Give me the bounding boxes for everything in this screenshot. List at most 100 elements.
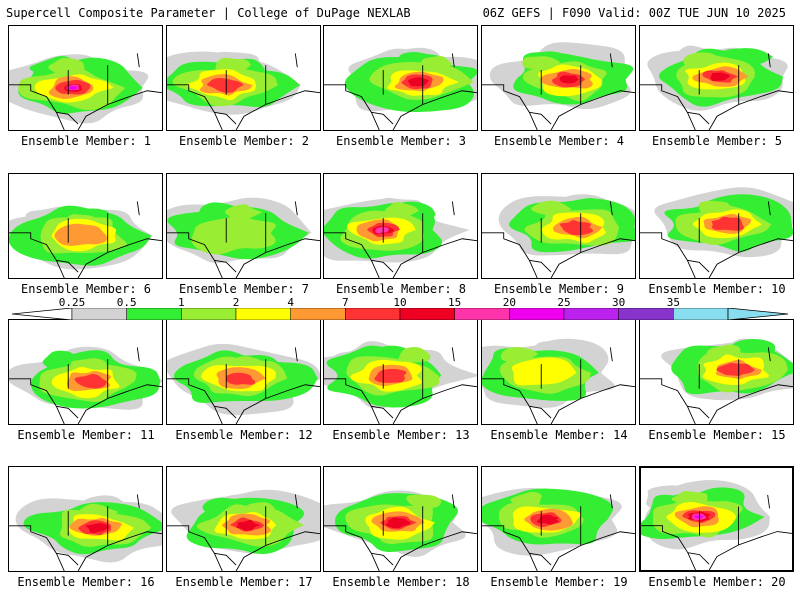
scp-contour-patch bbox=[398, 347, 431, 363]
ensemble-member-14-map[interactable] bbox=[481, 319, 636, 425]
ensemble-member-15-map[interactable] bbox=[639, 319, 794, 425]
colorbar-segment bbox=[673, 308, 729, 320]
ensemble-member-11-map[interactable] bbox=[8, 319, 163, 425]
political-borders bbox=[167, 53, 320, 130]
ensemble-member-label: Ensemble Member: 6 bbox=[20, 282, 152, 296]
colorbar-low-arrow bbox=[12, 308, 73, 320]
scp-contour-patch bbox=[500, 347, 539, 363]
scp-contour-layer bbox=[559, 220, 594, 236]
colorbar-tick-label: 4 bbox=[287, 296, 294, 309]
political-borders bbox=[167, 201, 320, 278]
ensemble-member-label: Ensemble Member: 2 bbox=[178, 134, 310, 148]
ensemble-member-label: Ensemble Member: 17 bbox=[175, 575, 313, 589]
colorbar-tick-label: 2 bbox=[232, 296, 240, 309]
scp-contour-layer bbox=[206, 77, 244, 93]
political-borders bbox=[640, 201, 793, 278]
scp-contour-patch bbox=[683, 52, 718, 70]
ensemble-member-9-map[interactable] bbox=[481, 173, 636, 279]
scp-contour-patch bbox=[420, 56, 453, 72]
ensemble-member-17-map[interactable] bbox=[166, 466, 321, 572]
colorbar-tick-label: 7 bbox=[342, 296, 349, 309]
political-borders bbox=[324, 201, 477, 278]
scp-contour-patch bbox=[48, 57, 85, 75]
colorbar-segment bbox=[181, 308, 237, 320]
scp-contour-layer bbox=[375, 226, 389, 234]
scp-contour-layer bbox=[385, 517, 411, 529]
ensemble-member-13-map[interactable] bbox=[323, 319, 478, 425]
ensemble-member-label: Ensemble Member: 20 bbox=[648, 575, 786, 589]
colorbar-tick-label: 35 bbox=[666, 296, 680, 309]
colorbar-segment bbox=[71, 308, 127, 320]
ensemble-member-label: Ensemble Member: 8 bbox=[335, 282, 467, 296]
colorbar-high-arrow bbox=[727, 308, 788, 320]
scp-contour-patch bbox=[671, 491, 708, 505]
scp-contour-layer bbox=[226, 372, 256, 385]
scp-colorbar bbox=[12, 308, 788, 320]
colorbar-segment bbox=[618, 308, 674, 320]
ensemble-member-10-map[interactable] bbox=[639, 173, 794, 279]
product-title: Supercell Composite Parameter | College … bbox=[6, 6, 411, 20]
scp-contour-patch bbox=[215, 57, 252, 72]
ensemble-member-18-map[interactable] bbox=[323, 466, 478, 572]
scp-contour-layer bbox=[536, 514, 559, 525]
ensemble-member-3-map[interactable] bbox=[323, 25, 478, 131]
ensemble-member-7-map[interactable] bbox=[166, 173, 321, 279]
ensemble-member-label: Ensemble Member: 13 bbox=[332, 428, 470, 442]
ensemble-member-16-map[interactable] bbox=[8, 466, 163, 572]
ensemble-member-label: Ensemble Member: 14 bbox=[490, 428, 628, 442]
political-borders bbox=[482, 53, 635, 130]
scp-contour-patch bbox=[531, 200, 572, 216]
scp-contour-layer bbox=[85, 523, 109, 534]
colorbar-segment bbox=[345, 308, 401, 320]
ensemble-member-20-map[interactable] bbox=[639, 466, 794, 572]
ensemble-member-19-map[interactable] bbox=[481, 466, 636, 572]
scp-contour-layer bbox=[710, 72, 731, 81]
scp-contour-layer bbox=[236, 519, 261, 531]
ensemble-member-12-map[interactable] bbox=[166, 319, 321, 425]
colorbar-segment bbox=[509, 308, 565, 320]
colorbar-tick-label: 0.25 bbox=[58, 296, 86, 309]
political-borders bbox=[324, 53, 477, 130]
ensemble-member-4-map[interactable] bbox=[481, 25, 636, 131]
colorbar-segment bbox=[126, 308, 182, 320]
ensemble-member-6-map[interactable] bbox=[8, 173, 163, 279]
scp-contour-layer bbox=[559, 75, 579, 84]
colorbar-tick-label: 1 bbox=[178, 296, 185, 309]
scp-contour-layer bbox=[408, 77, 429, 87]
political-borders bbox=[167, 347, 320, 424]
political-borders bbox=[641, 494, 792, 570]
ensemble-member-2-map[interactable] bbox=[166, 25, 321, 131]
scp-contour-layer bbox=[511, 357, 577, 386]
scp-contour-layer bbox=[711, 216, 744, 231]
ensemble-member-label: Ensemble Member: 11 bbox=[17, 428, 155, 442]
ensemble-member-label: Ensemble Member: 15 bbox=[648, 428, 786, 442]
ensemble-member-label: Ensemble Member: 7 bbox=[178, 282, 310, 296]
colorbar-tick-label: 15 bbox=[448, 296, 462, 309]
ensemble-member-1-map[interactable] bbox=[8, 25, 163, 131]
political-borders bbox=[482, 201, 635, 278]
scp-contour-patch bbox=[522, 56, 560, 72]
colorbar-segment bbox=[235, 308, 291, 320]
scp-contour-patch bbox=[224, 204, 263, 221]
colorbar-tick-label: 10 bbox=[393, 296, 407, 309]
ensemble-member-label: Ensemble Member: 9 bbox=[493, 282, 625, 296]
colorbar-tick-label: 20 bbox=[502, 296, 516, 309]
scp-contour-patch bbox=[384, 202, 420, 218]
colorbar-segment bbox=[454, 308, 510, 320]
political-borders bbox=[482, 347, 635, 424]
scp-contour-layer bbox=[716, 363, 756, 376]
ensemble-member-5-map[interactable] bbox=[639, 25, 794, 131]
ensemble-member-label: Ensemble Member: 10 bbox=[648, 282, 786, 296]
colorbar-segment bbox=[399, 308, 455, 320]
political-borders bbox=[9, 201, 162, 278]
ensemble-member-label: Ensemble Member: 5 bbox=[651, 134, 783, 148]
political-borders bbox=[640, 53, 793, 130]
colorbar-tick-label: 30 bbox=[612, 296, 626, 309]
ensemble-member-label: Ensemble Member: 19 bbox=[490, 575, 628, 589]
political-borders bbox=[324, 494, 477, 571]
scp-contour-layer bbox=[54, 223, 107, 246]
political-borders bbox=[324, 347, 477, 424]
scp-contour-patch bbox=[406, 494, 442, 509]
political-borders bbox=[9, 53, 162, 130]
ensemble-member-8-map[interactable] bbox=[323, 173, 478, 279]
